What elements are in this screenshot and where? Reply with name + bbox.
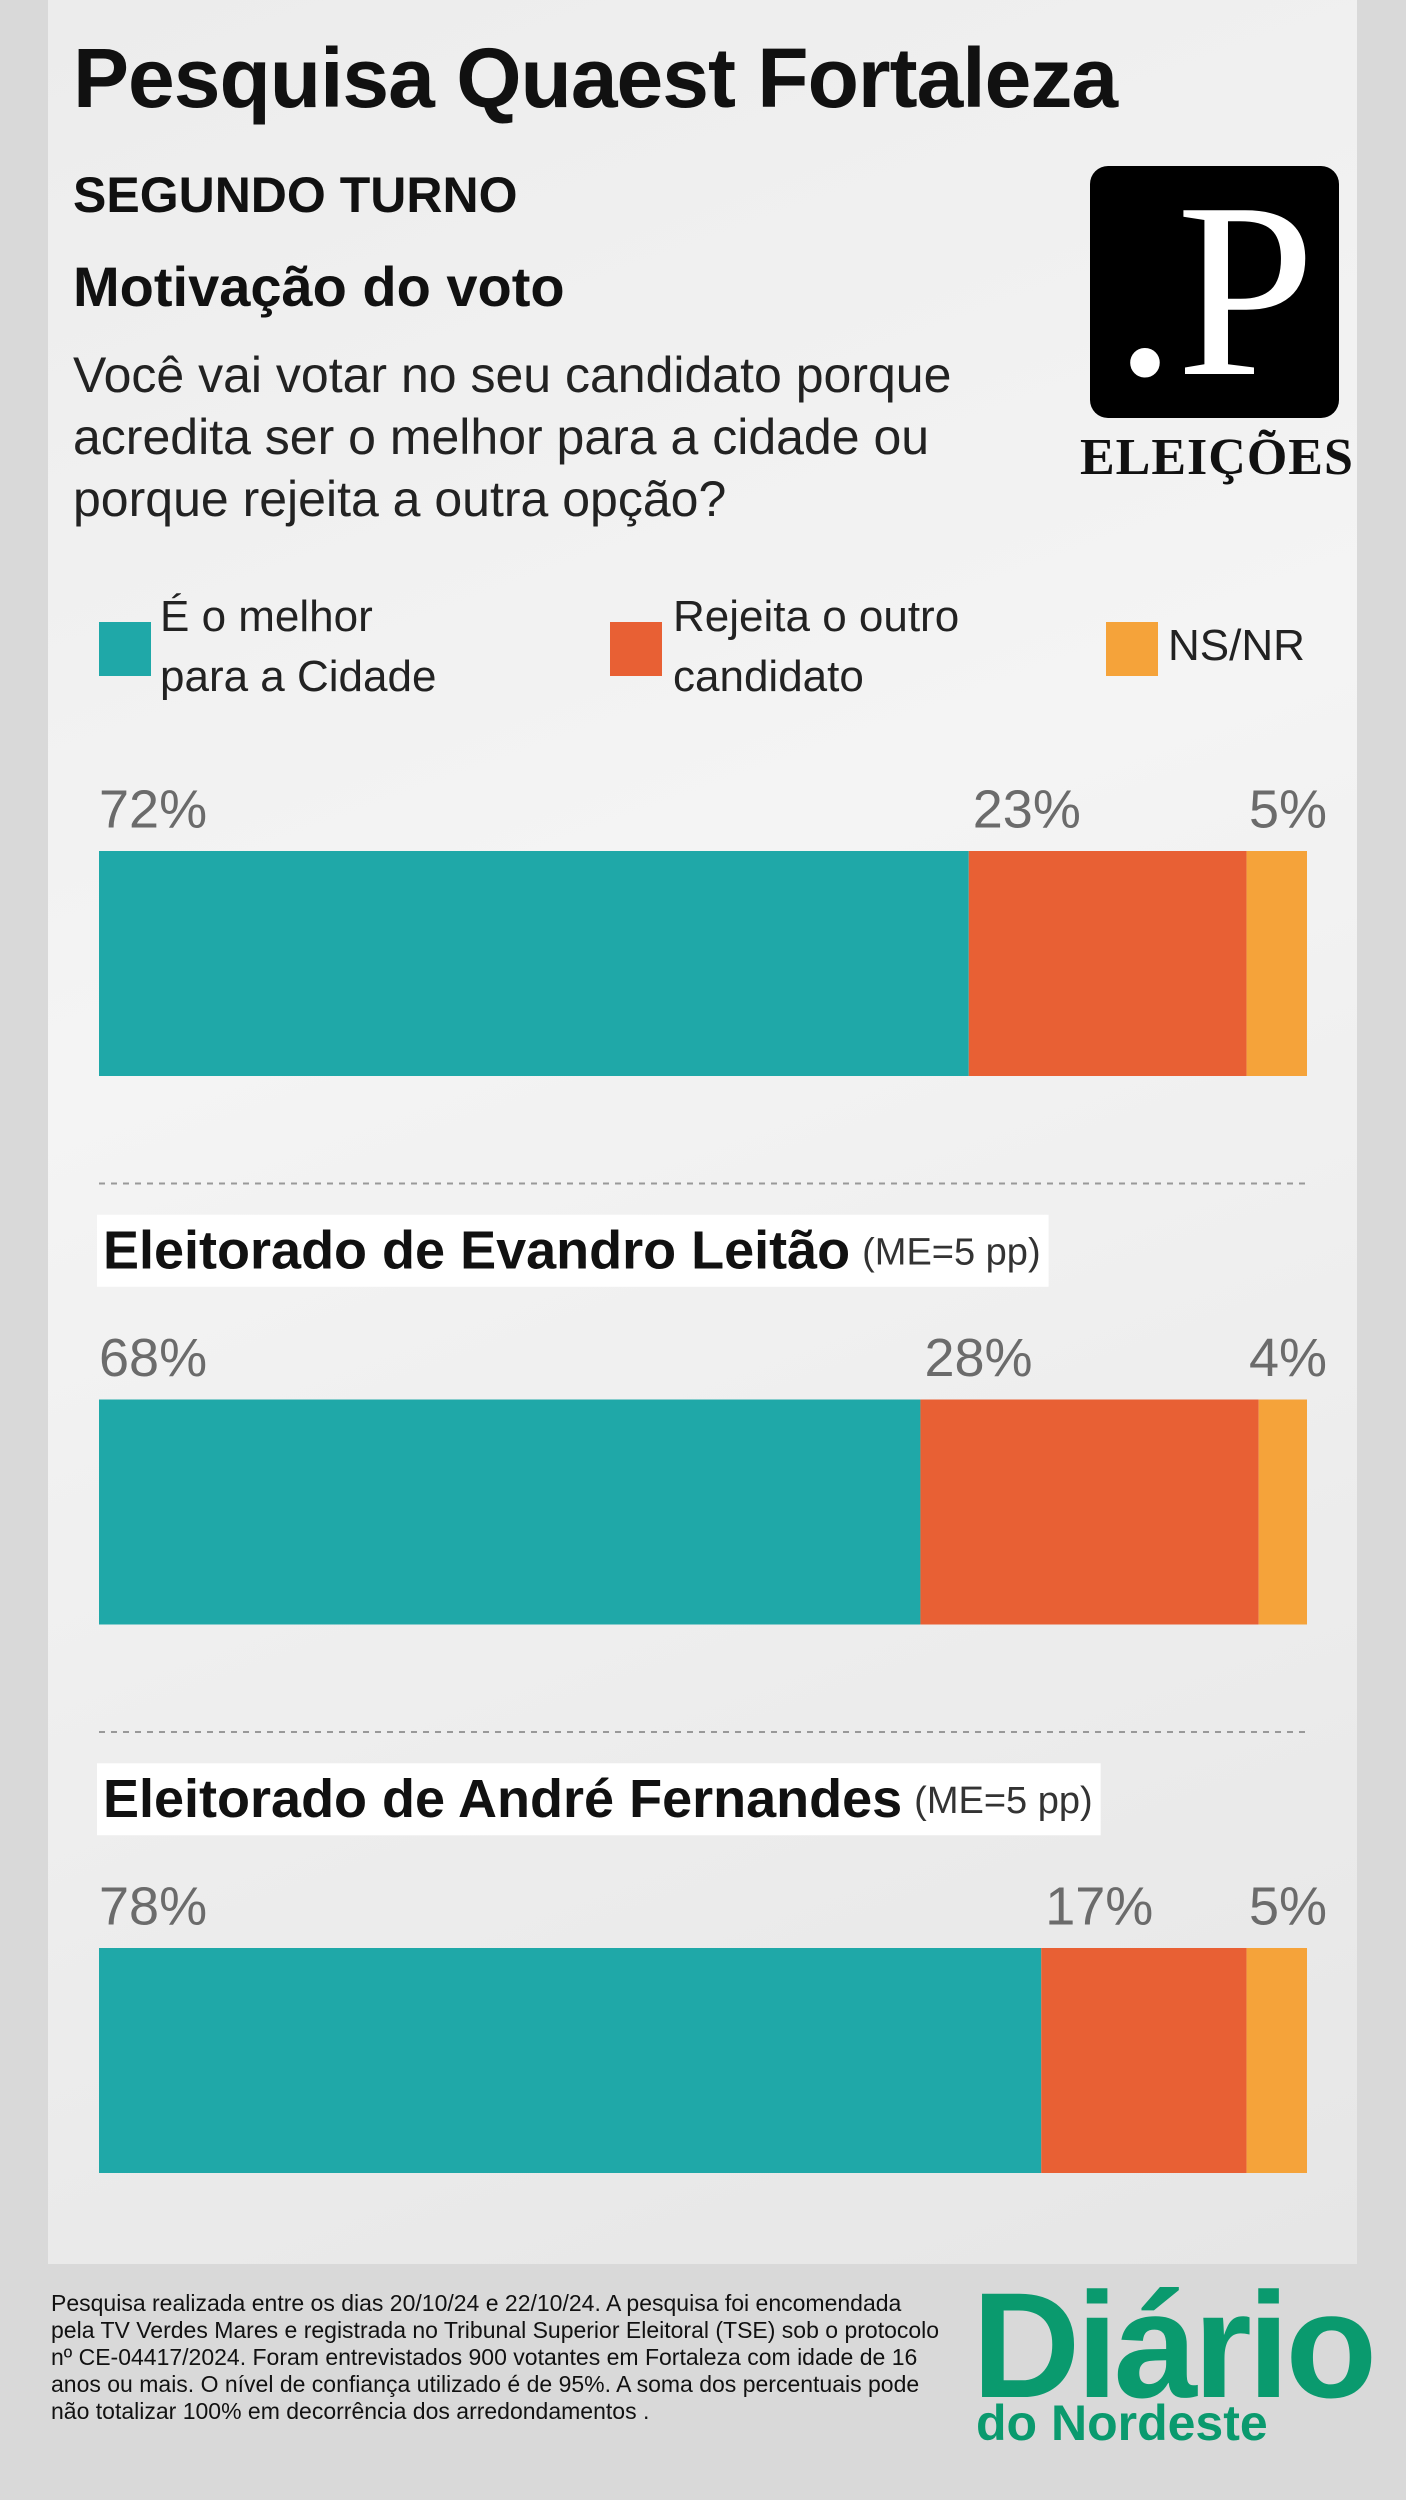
value-label: 17% bbox=[1045, 1876, 1153, 1936]
bar-segment bbox=[968, 851, 1247, 1076]
bar-segment bbox=[1258, 1399, 1307, 1625]
category-label: Eleitorado de André Fernandes (ME=5 pp) bbox=[103, 1769, 1093, 1829]
bar-segment bbox=[1246, 1948, 1307, 2173]
legend-swatch bbox=[610, 622, 662, 676]
subtitle: Motivação do voto bbox=[73, 255, 565, 318]
value-label: 5% bbox=[1249, 1876, 1327, 1936]
bar-segment bbox=[99, 1948, 1042, 2173]
category-name: Eleitorado de Evandro Leitão bbox=[103, 1221, 850, 1281]
brand-sub: do Nordeste bbox=[976, 2395, 1268, 2451]
category-label: Eleitorado de Evandro Leitão (ME=5 pp) bbox=[103, 1221, 1041, 1281]
bar-segment bbox=[99, 851, 969, 1076]
category-label-bg bbox=[97, 1763, 1101, 1836]
footnote: Pesquisa realizada entre os dias 20/10/2… bbox=[51, 2290, 940, 2424]
title: Pesquisa Quaest Fortaleza bbox=[73, 31, 1118, 125]
value-label: 5% bbox=[1249, 779, 1327, 839]
legend-swatch bbox=[99, 622, 151, 676]
category-label-bg bbox=[97, 1214, 1049, 1287]
logo-label: ELEIÇÕES bbox=[1080, 429, 1354, 486]
legend-label: É o melhor para a Cidade bbox=[160, 592, 437, 701]
round: SEGUNDO TURNO bbox=[73, 167, 518, 223]
bar-segment bbox=[1041, 1948, 1247, 2173]
category-note: (ME=5 pp) bbox=[862, 1232, 1040, 1274]
value-label: 78% bbox=[99, 1876, 207, 1936]
category-note: (ME=5 pp) bbox=[914, 1780, 1092, 1822]
chart: 72% 23% 5% Eleitorado de Evandro Leitão (ME=… bbox=[97, 779, 1327, 2173]
category-name: Eleitorado de André Fernandes bbox=[103, 1769, 902, 1829]
legend-label: Rejeita o outro candidato bbox=[673, 592, 960, 701]
value-label: 28% bbox=[924, 1328, 1032, 1388]
brand: Diário bbox=[972, 2261, 1377, 2429]
value-label: 4% bbox=[1249, 1328, 1327, 1388]
logo: .P bbox=[1090, 166, 1339, 418]
legend-label: NS/NR bbox=[1168, 621, 1305, 670]
question: Você vai votar no seu candidato porque a… bbox=[73, 347, 952, 527]
value-label: 72% bbox=[99, 779, 207, 839]
value-label: 68% bbox=[99, 1328, 207, 1388]
bar-segment bbox=[920, 1399, 1259, 1625]
value-label: 23% bbox=[973, 779, 1081, 839]
bar-segment bbox=[99, 1399, 921, 1625]
logo-mark: .P bbox=[1113, 166, 1316, 418]
legend-swatch bbox=[1106, 622, 1158, 676]
bar-segment bbox=[1246, 851, 1307, 1076]
